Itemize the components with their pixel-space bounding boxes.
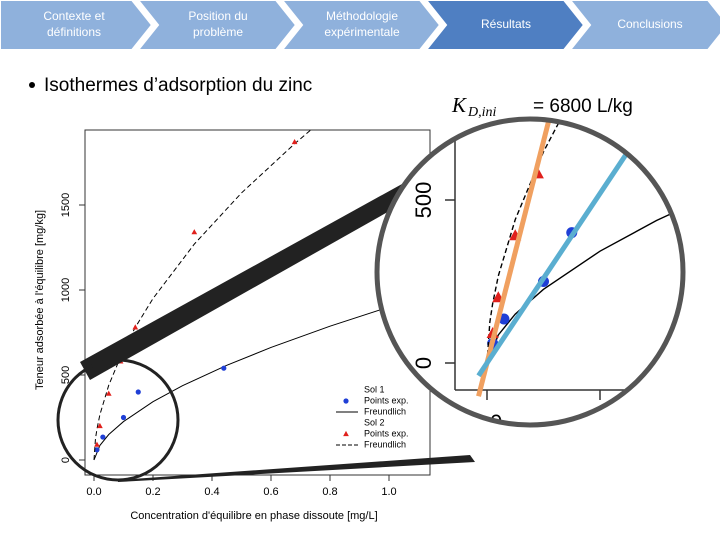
freundlich-curve [93, 130, 312, 461]
data-point [100, 434, 106, 440]
data-point [105, 390, 112, 396]
data-point [97, 422, 103, 429]
legend-label: Points exp. [364, 395, 409, 405]
inset-y-tick-label: 0 [411, 357, 436, 369]
y-tick-label: 1000 [60, 278, 72, 302]
data-point [191, 229, 198, 235]
nav-step [423, 0, 586, 51]
nav-label: Contexte et définitions [43, 9, 105, 39]
legend-label: Freundlich [364, 439, 406, 449]
legend-label: Points exp. [364, 428, 409, 438]
nav-label: Position du problème [188, 9, 247, 39]
freundlich-curve [93, 306, 390, 461]
x-tick-label: 0.6 [263, 486, 278, 498]
data-point [94, 447, 100, 453]
data-point [132, 324, 139, 330]
legend-group: Sol 2 [364, 417, 385, 427]
data-point [343, 398, 349, 404]
y-tick-label: 1500 [60, 193, 72, 217]
zoom-circle-small [56, 358, 180, 482]
zoom-connector-top [80, 163, 448, 380]
inset-bg [377, 119, 683, 425]
x-tick-label: 0.8 [322, 486, 337, 498]
formula-symbol: K [451, 93, 467, 117]
freundlich-curve [486, 119, 683, 364]
legend-group: Sol 1 [364, 384, 385, 394]
nav-step [279, 0, 442, 51]
nav-step [0, 0, 154, 51]
legend-label: Freundlich [364, 406, 406, 416]
nav-label: Méthodologie expérimentale [324, 9, 400, 39]
x-tick-label: 1.0 [381, 486, 396, 498]
data-point [135, 389, 141, 395]
x-tick-label: 0.4 [204, 486, 219, 498]
y-tick-label: 500 [60, 366, 72, 384]
data-point [343, 430, 349, 437]
nav-label: Résultats [481, 17, 531, 31]
data-point [120, 414, 127, 421]
zoom-circle-large [374, 116, 686, 428]
freundlich-curve [486, 119, 683, 364]
formula-rest: = 6800 L/kg [533, 96, 633, 117]
zoom-connector-bottom [118, 455, 475, 482]
inset-y-tick-label: 500 [411, 182, 436, 219]
data-point [94, 441, 100, 447]
nav-step [567, 0, 720, 51]
kd-line [476, 119, 659, 397]
data-point [221, 365, 227, 371]
nav-label: Conclusions [617, 17, 682, 31]
formula-subscript: D,ini [467, 105, 497, 120]
plot-area [93, 130, 390, 461]
axes: 0.0 0.2 0.4 0.6 0.8 1.0 0 500 1000 1500 Concentrat… [34, 193, 397, 522]
data-point [291, 138, 298, 145]
y-tick-label: 0 [60, 457, 72, 463]
x-axis-label: Concentration d'équilibre en phase disso… [130, 510, 377, 522]
nav-step [135, 0, 298, 51]
y-axis-label: Teneur adsorbée à l'équilibre [mg/kg] [34, 210, 46, 390]
bullet-text: Isothermes d’adsorption du zinc [44, 75, 312, 96]
x-tick-label: 0.0 [86, 486, 101, 498]
x-tick-label: 0.2 [145, 486, 160, 498]
bullet-dot [29, 82, 35, 88]
nav-bar: Contexte et définitions Position du problèm… [0, 0, 720, 51]
